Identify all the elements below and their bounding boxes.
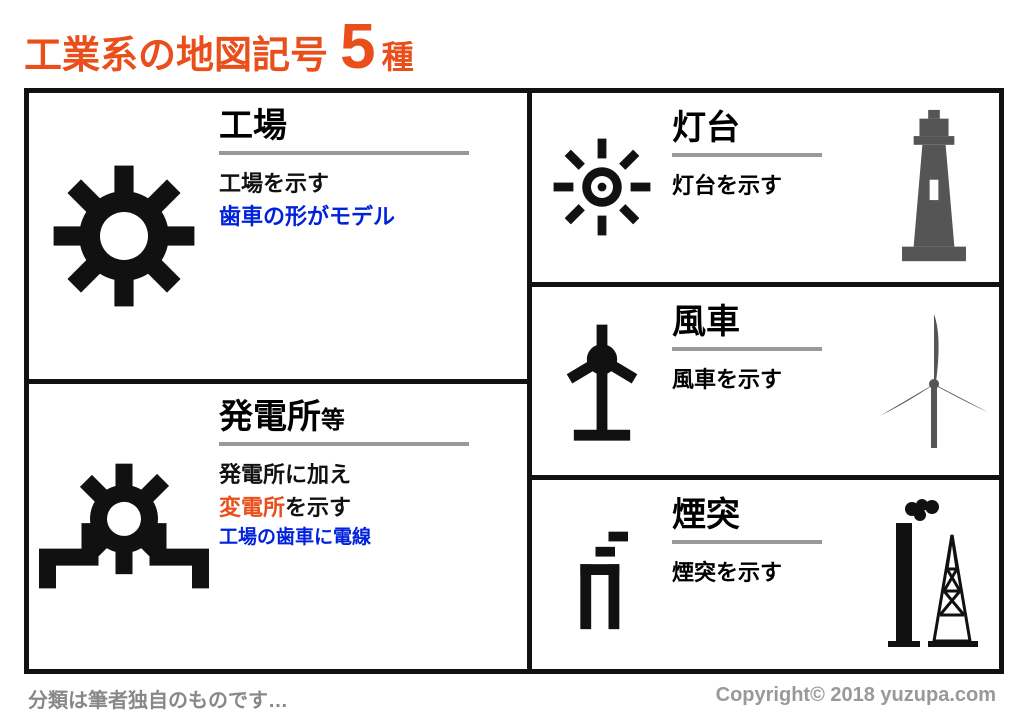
desc-line: 工場を示す	[219, 167, 527, 200]
desc-line: 灯台を示す	[672, 169, 869, 202]
heading: 煙突	[672, 498, 869, 532]
desc-line: 工場の歯車に電線	[219, 524, 527, 553]
title-prefix: 工業系の地図記号	[24, 37, 328, 75]
cell-factory: 工場 工場を示す 歯車の形がモデル	[29, 93, 527, 384]
grid-right: 灯台 灯台を示す	[532, 93, 999, 669]
underline	[672, 153, 822, 157]
run: 変電所	[219, 495, 285, 520]
factory-symbol	[29, 93, 219, 379]
heading-text: 発電所	[219, 398, 321, 436]
cell-powerplant: 発電所等 発電所に加え 変電所を示す 工場の歯車に電線	[29, 384, 527, 670]
underline	[672, 540, 822, 544]
symbol-grid: 工場 工場を示す 歯車の形がモデル	[24, 88, 1004, 674]
underline	[672, 347, 822, 351]
cell-windmill: 風車 風車を示す	[532, 287, 999, 481]
powerplant-symbol	[29, 384, 219, 670]
cell-lighthouse: 灯台 灯台を示す	[532, 93, 999, 287]
page-title: 工業系の地図記号 5 種	[24, 14, 1000, 78]
heading: 工場	[219, 109, 527, 143]
title-suffix: 種	[382, 41, 414, 73]
run: を示す	[285, 495, 351, 520]
underline	[219, 442, 469, 446]
heading: 灯台	[672, 111, 869, 145]
underline	[219, 151, 469, 155]
desc-line: 煙突を示す	[672, 556, 869, 589]
heading: 風車	[672, 305, 869, 339]
windmill-symbol	[532, 287, 672, 476]
lighthouse-symbol	[532, 93, 672, 282]
lighthouse-icon	[869, 93, 999, 282]
chimney-icon	[869, 480, 999, 669]
title-number: 5	[340, 14, 376, 78]
desc-line: 風車を示す	[672, 363, 869, 396]
heading: 発電所等	[219, 400, 527, 434]
chimney-symbol	[532, 480, 672, 669]
windmill-icon	[869, 287, 999, 476]
desc-line: 発電所に加え	[219, 458, 527, 491]
grid-left: 工場 工場を示す 歯車の形がモデル	[29, 93, 532, 669]
heading-small: 等	[321, 407, 345, 434]
footer: 分類は筆者独自のものです… Copyright© 2018 yuzupa.com	[24, 684, 1000, 713]
desc-line: 変電所を示す	[219, 491, 527, 524]
cell-chimney: 煙突 煙突を示す	[532, 480, 999, 669]
footer-note: 分類は筆者独自のものです…	[28, 684, 288, 713]
footer-copyright: Copyright© 2018 yuzupa.com	[716, 684, 996, 713]
desc-line: 歯車の形がモデル	[219, 200, 527, 233]
